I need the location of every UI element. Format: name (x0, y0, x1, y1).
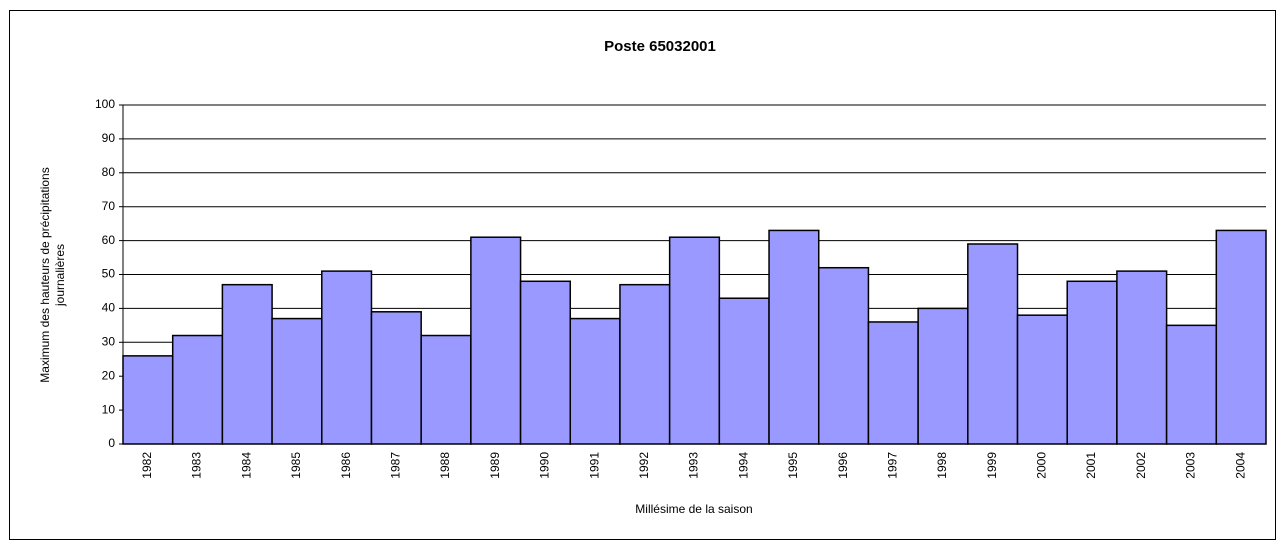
x-tick-label: 2004 (1233, 452, 1247, 479)
bar (1016, 314, 1068, 445)
y-tick-label: 50 (102, 267, 116, 281)
x-tick-label: 1993 (687, 452, 701, 479)
x-tick-label: 1991 (587, 452, 601, 479)
bar (1165, 324, 1218, 445)
chart-title: Poste 65032001 (604, 38, 716, 55)
y-tick-label: 10 (102, 402, 116, 416)
x-tick-label: 1994 (736, 452, 750, 479)
bar (370, 311, 422, 445)
x-tick-label: 1999 (985, 452, 999, 479)
x-tick-label: 1992 (637, 452, 651, 479)
bar (470, 236, 522, 445)
bar (768, 229, 820, 445)
x-tick-label: 2002 (1134, 452, 1148, 479)
bar (619, 283, 671, 445)
bar (817, 266, 870, 445)
y-axis-label: Maximum des hauteurs de précipitations (38, 167, 52, 382)
y-tick-label: 40 (102, 301, 116, 315)
y-tick-label: 100 (95, 97, 115, 111)
y-tick-label: 90 (102, 131, 116, 145)
x-tick-label: 1988 (438, 452, 452, 479)
y-tick-label: 30 (102, 334, 116, 348)
y-tick-label: 80 (102, 165, 116, 179)
bar (519, 280, 572, 445)
bar (321, 270, 373, 445)
x-tick-label: 2003 (1184, 452, 1198, 479)
x-tick-label: 1982 (140, 452, 154, 479)
bar (917, 307, 969, 445)
x-tick-label: 1983 (190, 452, 204, 479)
y-tick-label: 70 (102, 199, 116, 213)
bar (967, 243, 1019, 445)
y-tick-label: 60 (102, 233, 116, 247)
x-tick-label: 1997 (885, 452, 899, 479)
bar (668, 236, 721, 445)
x-tick-label: 2001 (1084, 452, 1098, 479)
bar (867, 321, 919, 445)
bar (122, 355, 174, 445)
x-tick-label: 2000 (1035, 452, 1049, 479)
y-axis-label: journalières (53, 244, 67, 307)
y-tick-label: 20 (102, 368, 116, 382)
bar (171, 334, 224, 445)
x-tick-label: 1996 (836, 452, 850, 479)
x-tick-label: 1985 (289, 452, 303, 479)
x-tick-label: 1987 (388, 452, 402, 479)
x-tick-label: 1986 (339, 452, 353, 479)
x-tick-label: 1998 (935, 452, 949, 479)
y-tick-label: 0 (108, 436, 115, 450)
x-axis-label: Millésime de la saison (635, 502, 752, 516)
bar (1066, 280, 1118, 445)
bar (718, 297, 770, 445)
x-tick-label: 1990 (538, 452, 552, 479)
bar (271, 317, 323, 445)
bar (221, 283, 273, 445)
bar (1215, 229, 1267, 445)
bar (569, 317, 621, 445)
bar (420, 334, 472, 445)
x-tick-label: 1984 (239, 452, 253, 479)
x-tick-label: 1995 (786, 452, 800, 479)
bar (1116, 270, 1168, 445)
x-tick-label: 1989 (488, 452, 502, 479)
